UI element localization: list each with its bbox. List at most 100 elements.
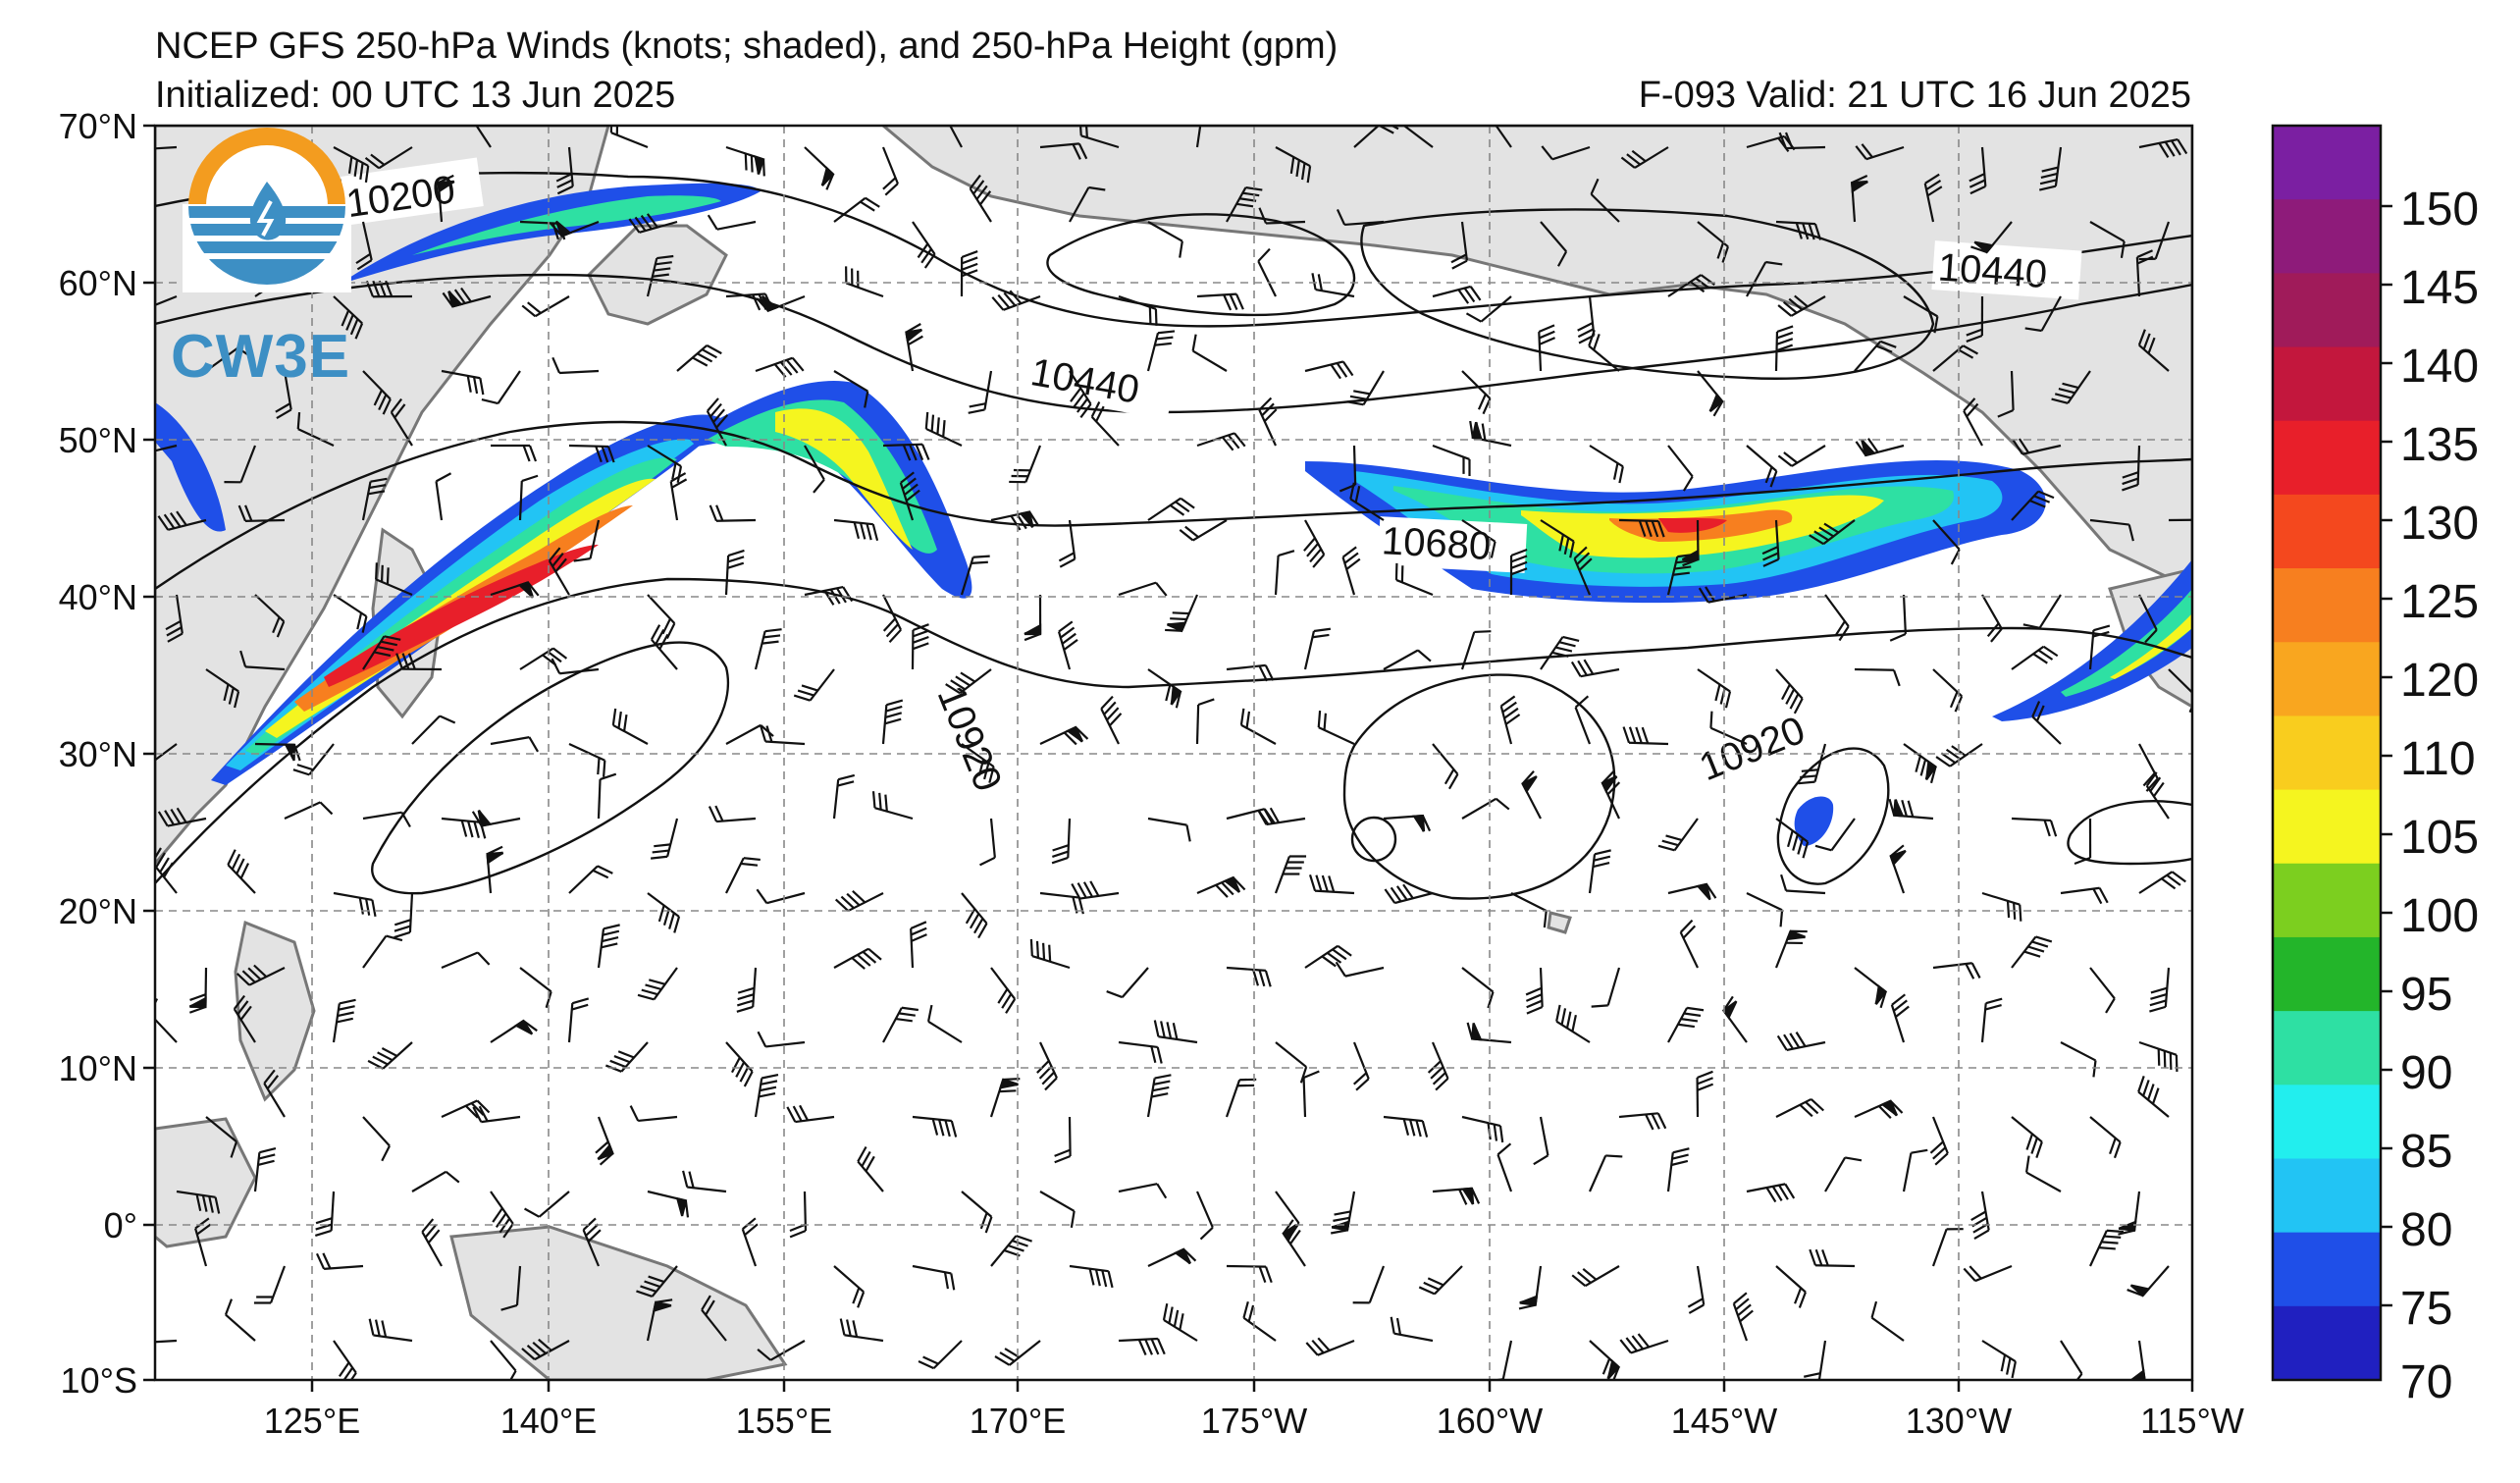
wind-barb-feather (1179, 240, 1183, 258)
wind-barb-pennant (597, 1142, 614, 1161)
wind-barb-feather (1641, 726, 1650, 744)
wind-barb-feather (1427, 1277, 1444, 1287)
wind-barb-feather (908, 335, 923, 346)
wind-barb-feather (1588, 329, 1596, 346)
wind-barb-feather (2062, 382, 2079, 390)
wind-barb-shaft (515, 1265, 522, 1305)
wind-barb-shaft (1697, 668, 1731, 693)
contour-label-10440-b: 10440 (1936, 246, 2048, 297)
wind-barb-feather (315, 1217, 333, 1225)
wind-barb-feather (1798, 780, 1815, 785)
wind-barb-feather (2006, 900, 2011, 919)
wind-barb-pennant (1925, 760, 1938, 780)
wind-barb-feather (1891, 993, 1906, 1006)
wind-barb-shaft (1588, 854, 1597, 894)
wind-barb-feather (469, 101, 479, 115)
wind-barb-feather (852, 1287, 861, 1304)
wind-barb-shaft (205, 668, 239, 693)
wind-barb-feather (968, 408, 985, 414)
wind-barb-feather (2104, 1235, 2122, 1239)
wind-barb-feather (421, 1218, 435, 1233)
wind-barb-feather (950, 1120, 958, 1138)
wind-barb-feather (275, 402, 291, 413)
wind-barb-shaft (1057, 631, 1072, 670)
wind-barb-pennant (1282, 1223, 1298, 1244)
wind-barb-shaft (2088, 630, 2095, 670)
wind-barb-pennant (1708, 393, 1724, 412)
wind-barb-shaft (441, 1099, 478, 1119)
wind-barb-shaft (912, 1115, 952, 1123)
wind-barb-pennant (1174, 1247, 1191, 1265)
wind-barb-feather (1311, 273, 1317, 291)
wind-barb-feather (991, 296, 1005, 311)
wind-barb-pennant (1223, 875, 1241, 893)
wind-barb-shaft (2135, 256, 2141, 297)
wind-barb-shaft (378, 146, 413, 170)
wind-barb-feather (1160, 1021, 1166, 1038)
wind-barb-shaft (283, 370, 292, 410)
wind-barb-feather (1228, 434, 1240, 450)
wind-barb-feather (1010, 514, 1022, 531)
wind-barb-feather (1788, 297, 1804, 311)
wind-barb-feather (943, 100, 954, 113)
wind-barb-feather (367, 490, 386, 496)
wind-barb-shaft (1932, 962, 1972, 970)
wind-barb-feather (336, 1017, 353, 1024)
wind-barb-shaft (2089, 1116, 2122, 1143)
wind-barb-shaft (1580, 667, 1620, 678)
lon-label: 130°W (1906, 1401, 2012, 1441)
wind-barb-shaft (1923, 183, 1935, 223)
wind-barb-shaft (1432, 743, 1459, 775)
wind-barb-feather (765, 725, 773, 743)
wind-barb-shaft (411, 1170, 447, 1192)
wind-barb-feather (737, 986, 755, 994)
wind-barb-shaft (1574, 707, 1592, 745)
wind-barb-feather (997, 988, 1009, 1004)
wind-barb-shaft (1791, 445, 1826, 467)
wind-barb-feather (1007, 1244, 1024, 1252)
wind-barb-feather (2136, 249, 2153, 259)
wind-barb-feather (2058, 388, 2075, 395)
wind-barb-feather (2164, 141, 2176, 157)
wind-barb-feather (1934, 1152, 1949, 1166)
wind-barb-feather (1427, 1060, 1442, 1074)
wind-barb-feather (237, 504, 247, 522)
wind-barb-feather (961, 269, 978, 278)
wind-barb-feather (931, 1118, 939, 1136)
wind-barb-feather (372, 280, 381, 297)
wind-barb-feather (460, 287, 472, 303)
wind-barb-shaft (1539, 967, 1544, 1008)
wind-barb-feather (1838, 625, 1850, 642)
wind-barb-feather (194, 1217, 210, 1230)
wind-barb-feather (573, 557, 591, 562)
wind-barb-shaft (804, 445, 825, 481)
wind-barb-feather (661, 618, 671, 635)
wind-barb-feather (609, 1059, 626, 1069)
wind-barb-feather (1423, 1281, 1440, 1291)
wind-barb-feather (760, 724, 767, 742)
wind-barb-feather (1465, 312, 1482, 323)
wind-barb-shaft (1352, 1041, 1370, 1080)
wind-barb-feather (1792, 833, 1799, 851)
wind-barb-feather (756, 888, 768, 904)
wind-barb-pennant (1461, 1187, 1475, 1205)
wind-barb-feather (2023, 950, 2041, 958)
wind-barb-shaft (244, 518, 286, 522)
wind-barb-feather (1814, 1248, 1823, 1266)
wind-barb-shaft (1618, 1112, 1658, 1119)
wind-barb-shaft (1865, 145, 1905, 161)
wind-barb-feather (1005, 998, 1017, 1014)
wind-barb-feather (1578, 557, 1593, 571)
wind-barb-feather (1317, 710, 1322, 728)
wind-barb-shaft (375, 578, 413, 597)
wind-barb-feather (1150, 1045, 1157, 1063)
wind-barb-feather (1095, 405, 1105, 422)
wind-barb-feather (1777, 454, 1793, 467)
wind-barb-feather (2145, 771, 2158, 787)
lon-label: 175°W (1201, 1401, 1307, 1441)
wind-barb-shaft (2089, 518, 2129, 526)
wind-barb-feather (1451, 259, 1468, 270)
wind-barb-feather (709, 402, 722, 418)
wind-barb-feather (1503, 707, 1519, 719)
wind-barb-feather (1963, 397, 1976, 412)
